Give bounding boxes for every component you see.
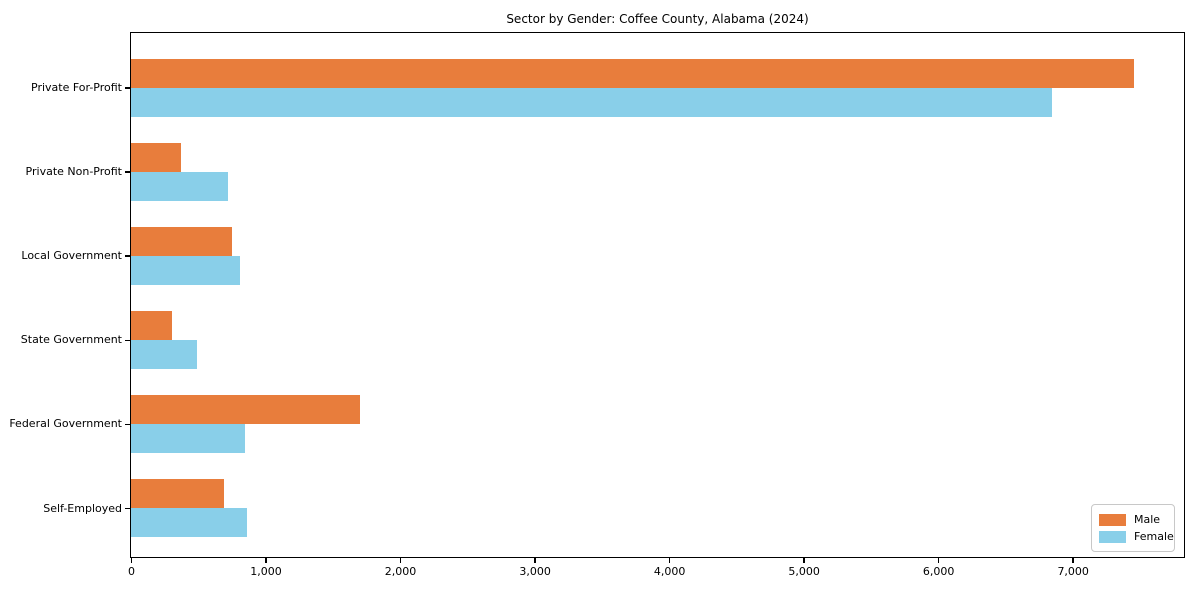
bar-female-self-employed [131,508,247,537]
y-tick-mark [125,255,130,257]
x-tick-mark [130,558,133,563]
chart-title: Sector by Gender: Coffee County, Alabama… [506,12,809,26]
bar-male-local-government [131,226,232,256]
x-tick-label-2000: 2,000 [384,565,417,578]
y-tick-mark [125,87,130,89]
x-tick-mark [937,558,940,563]
y-tick-label-federal-government: Federal Government [9,417,122,431]
male-series-swatch [1099,513,1126,526]
bar-male-state-government [131,310,173,340]
bar-male-private-for-profit [131,58,1134,88]
legend-entry-male: Male [1099,511,1174,528]
legend-label-male: Male [1134,512,1161,526]
x-tick-label-1000: 1,000 [250,565,282,578]
y-tick-label-state-government: State Government [20,333,122,347]
x-tick-mark [534,558,536,563]
legend-entry-female: Female [1099,528,1174,545]
x-tick-label-6000: 6,000 [922,565,955,578]
bar-female-private-for-profit [131,87,1052,117]
x-tick-label-4000: 4,000 [653,565,686,578]
bar-male-private-non-profit [131,142,181,172]
x-tick-mark [668,558,671,563]
y-tick-mark [125,339,130,342]
y-tick-mark [125,171,130,173]
bar-male-federal-government [131,394,360,424]
y-tick-label-local-government: Local Government [21,249,122,263]
bar-female-private-non-profit [131,171,228,201]
bar-female-local-government [131,255,240,285]
female-series-swatch [1099,530,1126,543]
y-tick-label-private-for-profit: Private For-Profit [31,81,122,94]
bar-female-federal-government [131,423,246,453]
legend-label-female: Female [1134,529,1174,543]
x-tick-label-7000: 7,000 [1057,565,1089,578]
bar-male-self-employed [131,479,224,508]
x-tick-label-0: 0 [128,565,135,578]
x-tick-label-5000: 5,000 [788,565,820,578]
x-tick-mark [803,558,805,563]
plot-area [130,32,1185,558]
x-tick-mark [265,558,267,563]
bar-female-state-government [131,339,197,369]
x-tick-mark [1072,558,1074,563]
y-tick-mark [125,507,130,510]
y-tick-label-self-employed: Self-Employed [43,501,122,515]
y-tick-label-private-non-profit: Private Non-Profit [25,165,122,179]
x-tick-mark [399,558,402,563]
y-tick-mark [125,423,130,426]
x-tick-label-3000: 3,000 [519,565,551,578]
legend: Male Female [1091,504,1175,552]
